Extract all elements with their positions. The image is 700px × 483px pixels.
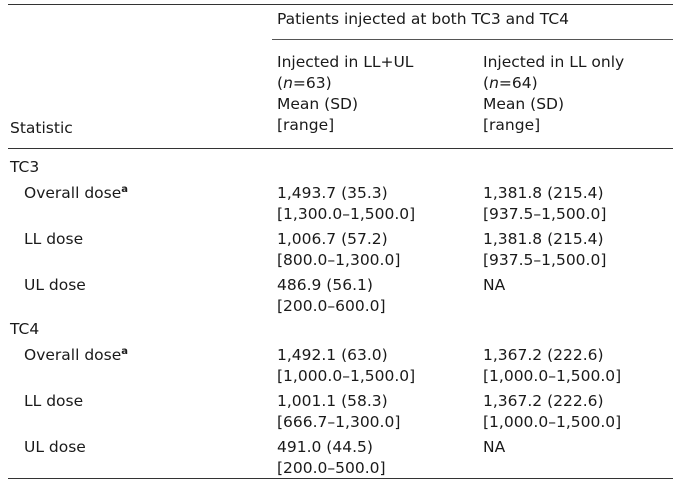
row-label: Overall dosea [24,346,129,364]
table-cell: 1,381.8 (215.4) [937.5–1,500.0] [483,230,607,269]
table-cell: 1,367.2 (222.6) [1,000.0–1,500.0] [483,346,622,385]
column-header-ll-ul: Injected in LL+UL (n=63) Mean (SD) [rang… [277,52,413,136]
column-n: (n=63) [277,74,332,92]
table-cell: 1,001.1 (58.3) [666.7–1,300.0] [277,392,401,431]
column-header-ll-only: Injected in LL only (n=64) Mean (SD) [ra… [483,52,624,136]
group-header-underline [272,39,673,40]
table-cell: 1,367.2 (222.6) [1,000.0–1,500.0] [483,392,622,431]
row-label: LL dose [24,230,84,248]
row-label: UL dose [24,438,86,456]
column-title: Injected in LL only [483,53,625,71]
row-header-label: Statistic [10,119,73,137]
table-top-rule [8,4,673,5]
row-label: UL dose [24,276,86,294]
footnote-marker: a [121,184,129,195]
table-cell: 1,492.1 (63.0) [1,000.0–1,500.0] [277,346,416,385]
table-cell: 486.9 (56.1) [200.0–600.0] [277,276,386,315]
header-bottom-rule [8,148,673,149]
section-label: TC4 [10,320,40,338]
table-cell: 1,493.7 (35.3) [1,300.0–1,500.0] [277,184,416,223]
column-n: (n=64) [483,74,538,92]
column-stat-label: Mean (SD) [277,95,359,113]
table-cell: 1,006.7 (57.2) [800.0–1,300.0] [277,230,401,269]
footnote-marker: a [121,346,129,357]
column-range-label: [range] [483,116,541,134]
group-header: Patients injected at both TC3 and TC4 [277,10,570,28]
table-bottom-rule [8,478,673,479]
column-range-label: [range] [277,116,335,134]
table-cell: NA [483,438,506,456]
section-label: TC3 [10,158,40,176]
table-cell: NA [483,276,506,294]
row-label: LL dose [24,392,84,410]
column-title: Injected in LL+UL [277,53,414,71]
table-cell: 1,381.8 (215.4) [937.5–1,500.0] [483,184,607,223]
column-stat-label: Mean (SD) [483,95,565,113]
row-label: Overall dosea [24,184,129,202]
table-cell: 491.0 (44.5) [200.0–500.0] [277,438,386,477]
